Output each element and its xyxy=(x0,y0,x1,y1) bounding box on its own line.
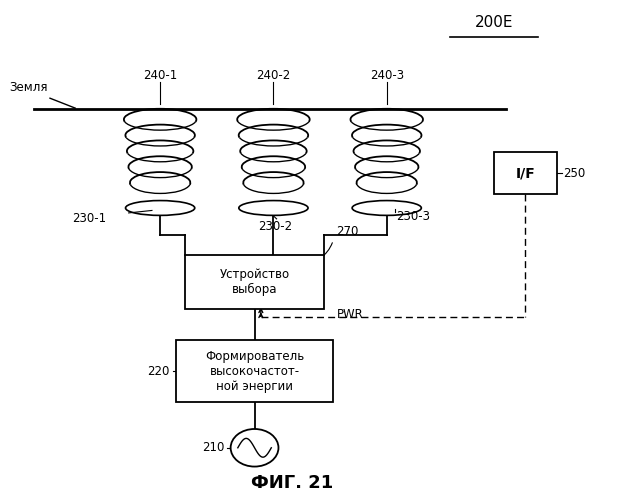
Text: 240-1: 240-1 xyxy=(143,69,177,82)
Text: I/F: I/F xyxy=(516,166,535,180)
Text: 250: 250 xyxy=(563,167,585,180)
Text: ФИГ. 21: ФИГ. 21 xyxy=(251,474,333,492)
Text: 230-3: 230-3 xyxy=(396,210,430,224)
Text: Формирователь
высокочастот-
ной энергии: Формирователь высокочастот- ной энергии xyxy=(205,350,304,393)
Ellipse shape xyxy=(239,200,308,216)
Text: Земля: Земля xyxy=(9,81,48,94)
Text: 240-2: 240-2 xyxy=(257,69,291,82)
FancyBboxPatch shape xyxy=(494,152,557,194)
Text: 240-3: 240-3 xyxy=(370,69,404,82)
Ellipse shape xyxy=(352,200,422,216)
Text: Устройство
выбора: Устройство выбора xyxy=(220,268,290,296)
Text: 230-1: 230-1 xyxy=(72,212,107,225)
Text: 220: 220 xyxy=(147,364,170,378)
Text: 210: 210 xyxy=(202,442,224,454)
FancyBboxPatch shape xyxy=(185,255,324,310)
Circle shape xyxy=(231,429,279,467)
Text: 230-2: 230-2 xyxy=(258,220,292,234)
Ellipse shape xyxy=(126,200,195,216)
Text: 270: 270 xyxy=(337,224,359,237)
FancyBboxPatch shape xyxy=(176,340,333,402)
Text: 200E: 200E xyxy=(474,15,513,30)
Text: PWR: PWR xyxy=(337,308,363,321)
